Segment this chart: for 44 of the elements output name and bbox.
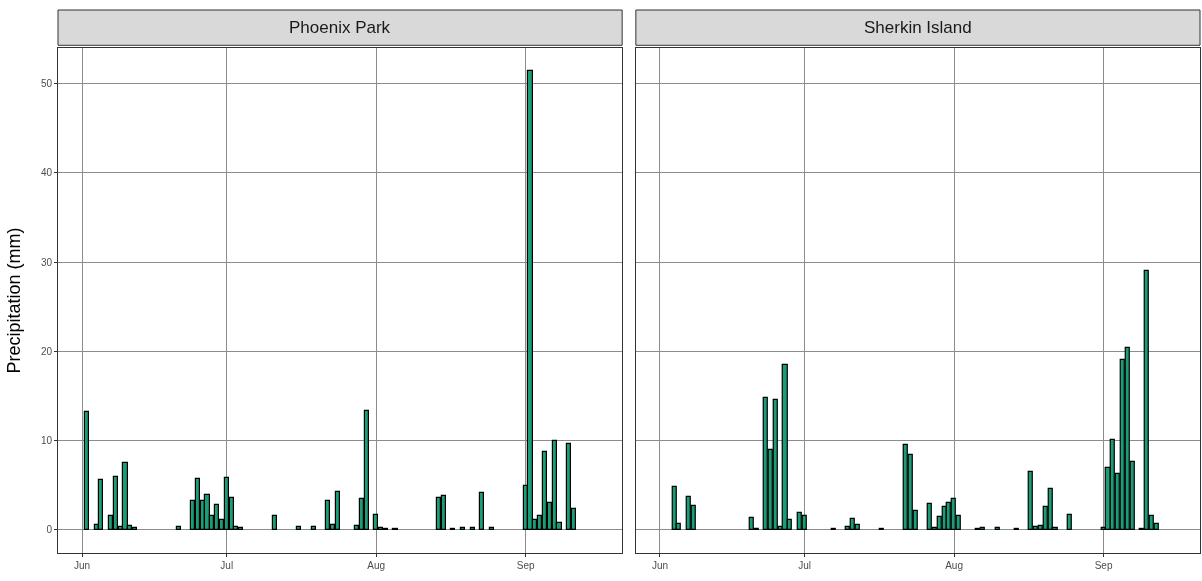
bar [469, 526, 475, 531]
y-tick-label: 10 [40, 435, 53, 447]
y-tick-label: 50 [40, 78, 53, 90]
bar [781, 363, 788, 531]
bar [295, 525, 301, 531]
y-axis-title: Precipitation (mm) [4, 227, 25, 374]
x-tick-label: Jul [220, 560, 234, 571]
bar [271, 514, 277, 531]
bar [112, 475, 118, 531]
bar [488, 526, 494, 531]
x-tick-label: Aug [945, 560, 963, 571]
bar [175, 525, 181, 531]
x-tick-label: Jul [798, 560, 812, 571]
chart-title: Phoenix Park [289, 18, 391, 37]
bar [979, 526, 985, 531]
bar [671, 485, 677, 531]
bar [203, 493, 210, 531]
y-tick-label: 0 [46, 524, 53, 536]
bar [994, 526, 1000, 531]
bar [459, 526, 465, 531]
bar [121, 461, 128, 531]
bar [237, 526, 243, 531]
bar [310, 525, 316, 531]
x-tick-label: Sep [1094, 560, 1113, 571]
bar [526, 69, 533, 531]
bar [772, 398, 778, 531]
y-tick-label: 30 [40, 256, 53, 268]
bar [440, 494, 446, 531]
bar [334, 490, 340, 531]
y-tick-label: 40 [40, 167, 53, 179]
x-tick-label: Aug [367, 560, 386, 571]
x-tick-label: Jun [651, 560, 669, 571]
x-tick-label: Sep [516, 560, 536, 571]
bar [1066, 513, 1072, 531]
x-tick-label: Jun [74, 560, 91, 571]
bar [801, 514, 807, 531]
bar [194, 477, 200, 531]
bar [363, 409, 369, 531]
bar [131, 526, 137, 531]
bar [83, 410, 89, 531]
bar [478, 491, 484, 531]
chart-title: Sherkin Island [864, 18, 972, 37]
bar [97, 478, 103, 531]
y-tick-label: 20 [40, 345, 53, 357]
